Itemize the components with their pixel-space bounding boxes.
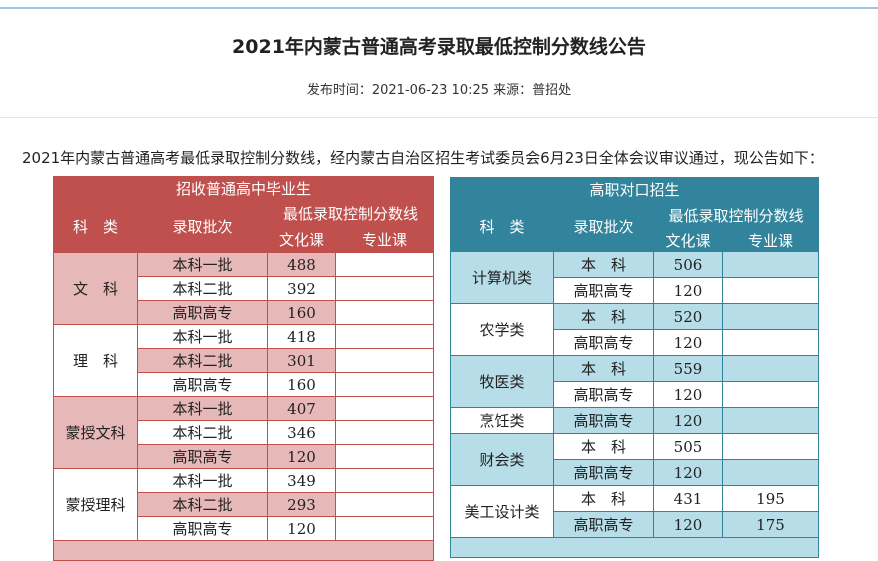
culture-score: 559 [653,355,723,382]
major-score [335,300,434,325]
header-major: 专业课 [722,229,819,252]
major-score [335,420,434,445]
category-cell: 农学类 [450,303,554,356]
major-score [335,276,434,301]
culture-score: 120 [653,459,723,486]
culture-score: 120 [653,329,723,356]
culture-score: 301 [267,348,336,373]
major-score [722,277,819,304]
batch-cell: 高职高专 [137,516,268,541]
major-score [335,252,434,277]
category-cell: 理 科 [53,324,138,397]
major-score [335,444,434,469]
culture-score: 160 [267,300,336,325]
culture-score: 431 [653,485,723,512]
batch-cell: 本 科 [553,355,654,382]
table-title: 高职对口招生 [450,177,819,201]
culture-score: 160 [267,372,336,397]
publish-meta: 发布时间：2021-06-23 10:25 来源：普招处 [306,83,572,98]
major-score [335,468,434,493]
major-score [722,407,819,434]
header-category: 科 类 [450,200,554,252]
batch-cell: 高职高专 [137,444,268,469]
header-major: 专业课 [335,226,434,253]
category-cell: 美工设计类 [450,485,554,538]
major-score [335,324,434,349]
header-category: 科 类 [53,200,138,253]
batch-cell: 本科一批 [137,252,268,277]
culture-score: 407 [267,396,336,421]
batch-cell: 高职高专 [553,459,654,486]
major-score [722,329,819,356]
header-culture: 文化课 [267,226,336,253]
culture-score: 349 [267,468,336,493]
major-score [722,381,819,408]
category-cell: 文 科 [53,252,138,325]
category-cell: 计算机类 [450,251,554,304]
separator [0,117,878,118]
major-score [335,396,434,421]
batch-cell: 高职高专 [553,329,654,356]
culture-score: 418 [267,324,336,349]
batch-cell: 本科一批 [137,396,268,421]
category-cell: 烹饪类 [450,407,554,434]
batch-cell: 本科二批 [137,492,268,517]
major-score [335,372,434,397]
major-score [335,348,434,373]
major-score [722,459,819,486]
culture-score: 120 [267,444,336,469]
category-cell: 财会类 [450,433,554,486]
batch-cell: 本科一批 [137,324,268,349]
table-title: 招收普通高中毕业生 [53,176,434,201]
next-row [53,540,434,561]
page-title: 2021年内蒙古普通高考录取最低控制分数线公告 [232,36,646,58]
batch-cell: 本科一批 [137,468,268,493]
culture-score: 120 [267,516,336,541]
batch-cell: 高职高专 [553,511,654,538]
header-score: 最低录取控制分数线 [653,200,819,230]
category-cell: 牧医类 [450,355,554,408]
major-score [722,355,819,382]
major-score [722,433,819,460]
culture-score: 392 [267,276,336,301]
culture-score: 120 [653,511,723,538]
major-score [335,492,434,517]
culture-score: 506 [653,251,723,278]
culture-score: 346 [267,420,336,445]
header-batch: 录取批次 [553,200,654,252]
batch-cell: 高职高专 [553,381,654,408]
major-score [722,303,819,330]
culture-score: 505 [653,433,723,460]
batch-cell: 本科二批 [137,420,268,445]
major-score: 195 [722,485,819,512]
batch-cell: 高职高专 [553,407,654,434]
batch-cell: 高职高专 [137,372,268,397]
batch-cell: 本 科 [553,433,654,460]
category-cell: 蒙授理科 [53,468,138,541]
batch-cell: 本 科 [553,303,654,330]
culture-score: 120 [653,407,723,434]
batch-cell: 本 科 [553,251,654,278]
top-rule [0,7,878,9]
culture-score: 293 [267,492,336,517]
culture-score: 120 [653,381,723,408]
batch-cell: 高职高专 [137,300,268,325]
batch-cell: 本 科 [553,485,654,512]
page: 2021年内蒙古普通高考录取最低控制分数线公告 发布时间：2021-06-23 … [0,7,878,561]
category-cell: 蒙授文科 [53,396,138,469]
major-score [722,251,819,278]
header-batch: 录取批次 [137,200,268,253]
batch-cell: 高职高专 [553,277,654,304]
batch-cell: 本科二批 [137,348,268,373]
major-score [335,516,434,541]
culture-score: 120 [653,277,723,304]
culture-score: 488 [267,252,336,277]
batch-cell: 本科二批 [137,276,268,301]
header-score: 最低录取控制分数线 [267,200,434,227]
intro-text: 2021年内蒙古普通高考最低录取控制分数线，经内蒙古自治区招生考试委员会6月23… [22,149,824,167]
next-row [450,537,819,558]
header-culture: 文化课 [653,229,723,252]
major-score: 175 [722,511,819,538]
culture-score: 520 [653,303,723,330]
